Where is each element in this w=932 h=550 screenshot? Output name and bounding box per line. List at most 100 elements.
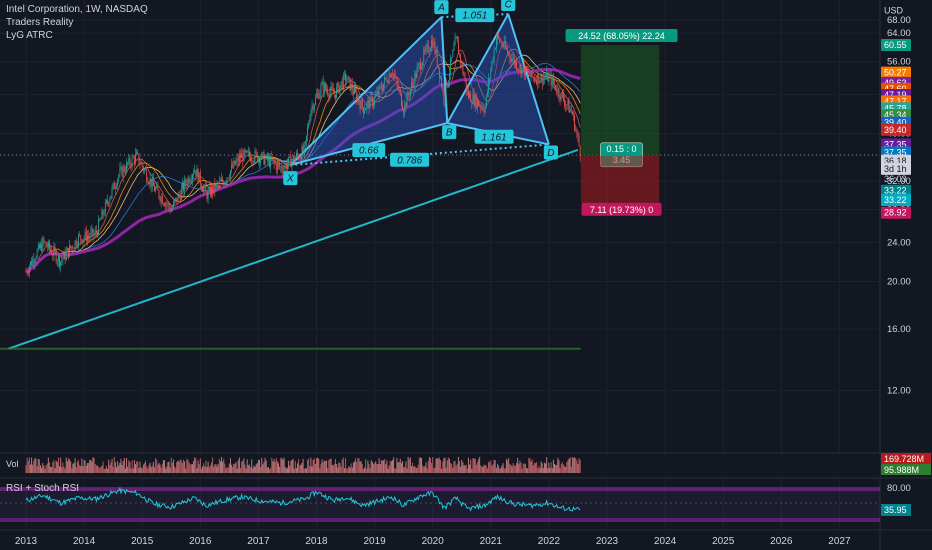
volume-bar — [57, 457, 59, 473]
volume-bar — [51, 466, 53, 473]
volume-bar — [194, 457, 196, 473]
volume-bar — [279, 466, 281, 473]
rsi-label[interactable]: RSI + Stoch RSI — [6, 483, 80, 494]
volume-bar — [414, 465, 416, 473]
candle-body — [361, 99, 363, 108]
candle-body — [121, 166, 123, 177]
candle-body — [131, 157, 133, 167]
candle-body — [424, 50, 426, 52]
volume-bar — [549, 467, 551, 473]
candle-body — [117, 179, 119, 187]
candle-body — [206, 192, 208, 199]
indicator-traders-reality[interactable]: Traders Reality — [6, 17, 74, 28]
volume-bar — [442, 461, 444, 473]
price-tag-bg — [881, 206, 911, 219]
candle-body — [109, 199, 111, 205]
volume-bar — [391, 460, 393, 473]
candle-body — [542, 77, 544, 84]
candle-body — [369, 96, 371, 109]
candle-body — [195, 170, 197, 176]
candle-body — [283, 167, 285, 173]
candle-body — [527, 71, 529, 72]
candle-body — [63, 251, 65, 259]
volume-bar — [141, 468, 143, 473]
candle-body — [71, 246, 73, 248]
candle-body — [495, 38, 497, 49]
candle-body — [84, 231, 86, 238]
candle-body — [223, 182, 225, 186]
candle-body — [295, 153, 297, 158]
candle-body — [49, 241, 50, 249]
candle-body — [430, 48, 431, 52]
candle-body — [271, 156, 273, 161]
candle-body — [386, 78, 388, 82]
volume-bar — [172, 459, 174, 473]
volume-bar — [356, 462, 358, 473]
volume-bar — [33, 460, 35, 473]
candle-body — [309, 119, 311, 124]
candle-body — [287, 163, 288, 169]
candle-body — [69, 245, 70, 257]
candle-body — [347, 76, 349, 81]
price-tag-text: 50.27 — [884, 68, 907, 78]
volume-bar — [390, 461, 392, 473]
harmonic-pattern[interactable]: X A B C D 1.051 0.66 1.161 0.786 — [283, 0, 558, 186]
price-tag-text: 45.34 — [884, 110, 907, 120]
volume-bar — [271, 457, 273, 473]
candle-body — [279, 164, 281, 168]
candle-body — [468, 90, 469, 98]
volume-bar — [121, 465, 123, 473]
candle-body — [51, 250, 53, 255]
candle-body — [180, 188, 182, 200]
volume-bar — [151, 465, 153, 473]
symbol-title[interactable]: Intel Corporation, 1W, NASDAQ — [6, 4, 148, 15]
volume-bar — [472, 457, 474, 473]
loss-zone[interactable]: 7.11 (19.73%) 0 — [580, 155, 662, 216]
volume-bar — [72, 463, 74, 473]
volume-bar — [497, 463, 499, 473]
volume-bar — [65, 457, 67, 473]
point-a-bg — [434, 0, 449, 15]
volume-bar — [136, 461, 138, 473]
candle-body — [526, 66, 527, 72]
candle-body — [147, 180, 149, 183]
volume-bar — [552, 459, 554, 473]
volume-bar — [143, 463, 145, 473]
rsi-value-tag: 35.95 — [881, 504, 911, 516]
candle-body — [243, 149, 245, 162]
volume-bar — [413, 466, 415, 473]
volume-bar — [419, 457, 421, 473]
volume-bar — [559, 468, 561, 473]
volume-bar — [134, 464, 136, 473]
candle-body — [211, 186, 212, 196]
volume-bar — [40, 465, 42, 473]
volume-bar — [466, 468, 468, 473]
volume-bar — [547, 468, 549, 473]
candle-body — [174, 200, 176, 202]
volume-bar — [158, 462, 160, 473]
candle-body — [270, 156, 272, 167]
candle-body — [294, 157, 296, 162]
candle-body — [490, 69, 492, 79]
candle-body — [507, 49, 508, 53]
candle-body — [46, 245, 48, 248]
volume-bar — [222, 461, 224, 473]
candle-body — [383, 83, 384, 91]
candle-body — [473, 94, 475, 106]
candle-body — [471, 101, 473, 104]
point-a: A — [434, 0, 449, 15]
volume-bar — [289, 465, 291, 473]
volume-label[interactable]: Vol — [6, 459, 19, 469]
volume-bar — [402, 460, 404, 473]
volume-bar — [395, 468, 397, 473]
candle-body — [368, 100, 370, 109]
volume-tag-text: 169.728M — [884, 454, 924, 464]
point-d-text: D — [547, 148, 554, 159]
volume-bar — [521, 468, 523, 473]
volume-bar — [422, 465, 424, 473]
indicator-lyg-atrc[interactable]: LyG ATRC — [6, 30, 53, 41]
price-tag-text: 33.22 — [884, 195, 907, 205]
volume-bar — [349, 467, 351, 473]
volume-bar — [501, 465, 503, 473]
